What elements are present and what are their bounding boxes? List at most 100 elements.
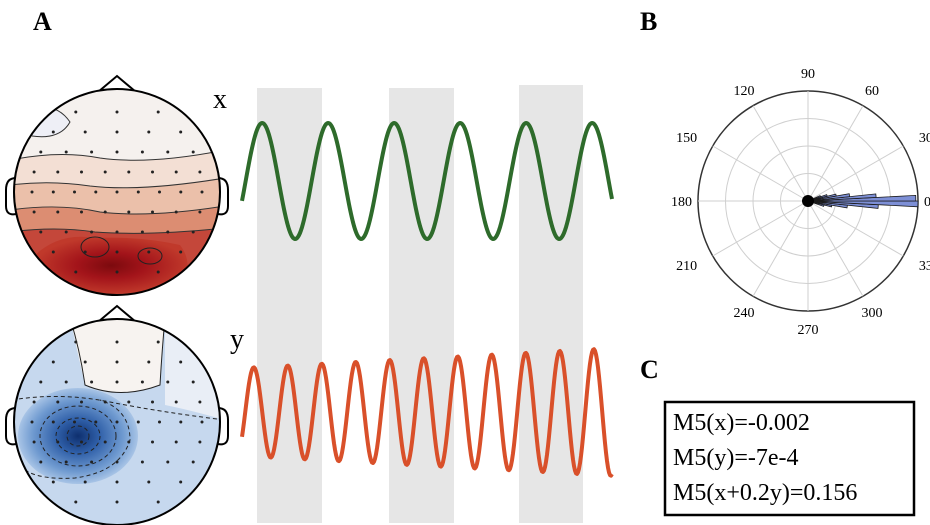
electrode-dot [52, 251, 55, 254]
electrode-dot [175, 401, 178, 404]
electrode-dot [157, 501, 160, 504]
polar-angle-label: 30 [919, 131, 930, 146]
panel-a-label: A [33, 7, 52, 36]
electrode-dot [80, 171, 83, 174]
electrode-dot [157, 341, 160, 344]
electrode-dot [33, 171, 36, 174]
electrode-dot [151, 171, 154, 174]
trace-x-label: x [213, 84, 227, 115]
electrode-dot [175, 441, 178, 444]
shade-band [257, 88, 322, 523]
electrode-dot [84, 131, 87, 134]
electrode-dot [147, 481, 150, 484]
electrode-dot [192, 151, 195, 154]
electrode-dot [90, 151, 93, 154]
electrode-dot [116, 231, 119, 234]
electrode-dot [151, 211, 154, 214]
electrode-dot [137, 421, 140, 424]
topomap-top [6, 76, 228, 300]
electrode-dot [116, 501, 119, 504]
electrode-dot [147, 131, 150, 134]
electrode-dot [104, 401, 107, 404]
electrode-dot [116, 151, 119, 154]
electrode-dot [80, 211, 83, 214]
polar-angle-label: 240 [734, 306, 755, 321]
stat-line-x: M5(x)=-0.002 [673, 410, 810, 436]
electrode-dot [94, 191, 97, 194]
electrode-dot [116, 421, 119, 424]
polar-angle-label: 150 [676, 131, 697, 146]
electrode-dot [116, 461, 119, 464]
electrode-dot [74, 111, 77, 114]
electrode-dot [198, 401, 201, 404]
panel-c-label: C [640, 355, 659, 384]
electrode-dot [39, 231, 42, 234]
polar-angle-label: 90 [801, 67, 815, 82]
electrode-dot [116, 481, 119, 484]
electrode-dot [52, 361, 55, 364]
polar-angle-label: 210 [676, 259, 697, 274]
electrode-dot [175, 211, 178, 214]
electrode-dot [116, 191, 119, 194]
electrode-dot [151, 401, 154, 404]
polar-spoke [808, 201, 903, 256]
electrode-dot [175, 171, 178, 174]
electrode-dot [52, 191, 55, 194]
electrode-dot [198, 171, 201, 174]
electrode-dot [166, 231, 169, 234]
electrode-dot [116, 251, 119, 254]
electrode-dot [179, 251, 182, 254]
electrode-dot [116, 131, 119, 134]
electrode-dot [31, 421, 34, 424]
polar-spoke [808, 201, 863, 296]
topomap-bottom [6, 306, 228, 525]
electrode-dot [147, 361, 150, 364]
polar-angle-label: 60 [865, 84, 879, 99]
electrode-dot [116, 341, 119, 344]
electrode-dot [65, 151, 68, 154]
electrode-dot [116, 381, 119, 384]
electrode-dot [141, 461, 144, 464]
electrode-dot [56, 441, 59, 444]
electrode-dot [84, 481, 87, 484]
polar-angle-label: 300 [862, 306, 883, 321]
electrode-dot [179, 131, 182, 134]
polar-spoke [808, 106, 863, 201]
electrode-dot [31, 191, 34, 194]
polar-spoke [808, 146, 903, 201]
electrode-dot [198, 441, 201, 444]
polar-angle-label: 270 [798, 323, 819, 338]
electrode-dot [90, 381, 93, 384]
electrode-dot [127, 441, 130, 444]
electrode-dot [73, 421, 76, 424]
polar-plot: 9060300330300270240210180150120 [671, 67, 930, 338]
electrode-dot [56, 401, 59, 404]
electrode-dot [116, 111, 119, 114]
electrode-dot [141, 231, 144, 234]
polar-angle-label: 330 [919, 259, 930, 274]
electrode-dot [201, 191, 204, 194]
electrode-dot [116, 271, 119, 274]
electrode-dot [141, 381, 144, 384]
electrode-dot [74, 501, 77, 504]
panel-b-label: B [640, 7, 657, 36]
electrode-dot [166, 381, 169, 384]
electrode-dot [157, 111, 160, 114]
electrode-dot [192, 231, 195, 234]
electrode-dot [179, 421, 182, 424]
electrode-dot [104, 441, 107, 444]
polar-spoke [753, 201, 808, 296]
electrode-dot [166, 151, 169, 154]
electrode-dot [56, 211, 59, 214]
electrode-dot [127, 171, 130, 174]
electrode-dot [52, 421, 55, 424]
electrode-dot [33, 211, 36, 214]
electrode-dot [39, 151, 42, 154]
polar-rose [808, 194, 918, 209]
polar-angle-label: 0 [924, 195, 930, 210]
electrode-dot [52, 131, 55, 134]
polar-spoke [753, 106, 808, 201]
electrode-dot [116, 361, 119, 364]
electrode-dot [166, 461, 169, 464]
